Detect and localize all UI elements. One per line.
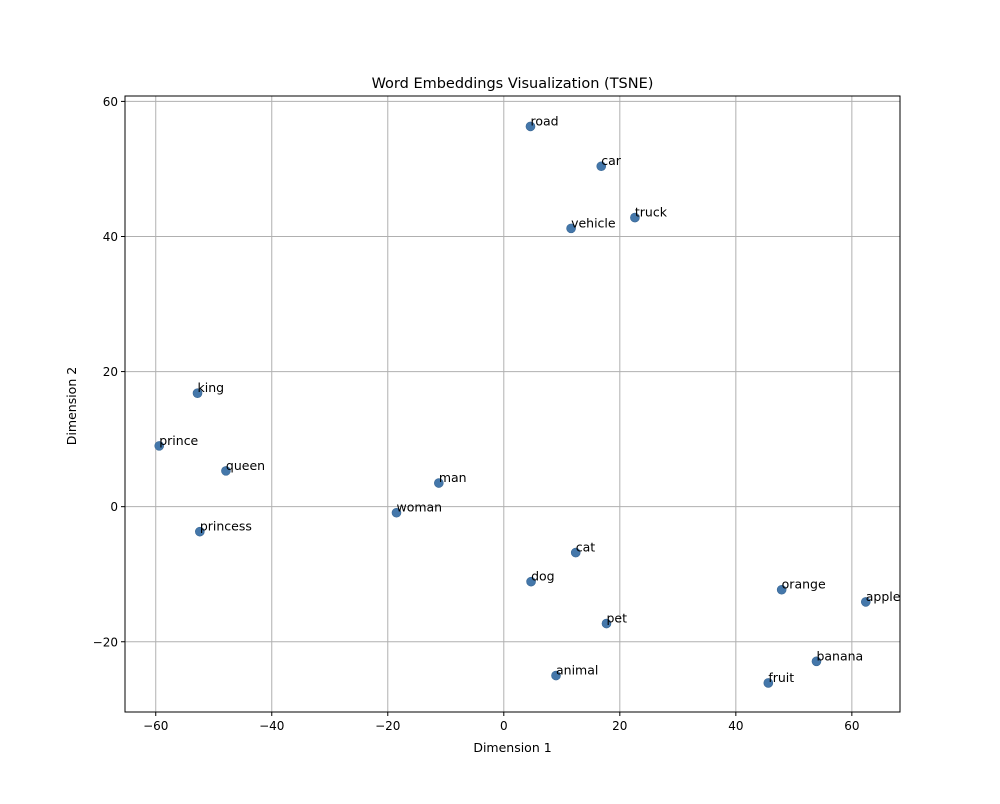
data-point-dog (526, 576, 536, 587)
x-axis-label: Dimension 1 (473, 740, 551, 755)
y-axis-label: Dimension 2 (64, 367, 79, 445)
data-point-princess (195, 526, 205, 537)
y-tick-label: 0 (110, 500, 118, 514)
point-label-queen: queen (226, 458, 265, 473)
y-tick-label: 40 (103, 230, 118, 244)
data-point-man (434, 478, 444, 488)
point-label-princess: princess (200, 519, 252, 534)
point-label-animal: animal (556, 663, 598, 678)
x-tick-label: 40 (728, 719, 743, 733)
point-label-road: road (530, 113, 558, 128)
chart-title: Word Embeddings Visualization (TSNE) (372, 76, 654, 92)
data-point-animal (551, 670, 561, 681)
point-label-pet: pet (606, 611, 627, 626)
plot-frame (124, 95, 901, 713)
data-point-pet (601, 618, 612, 629)
point-labels: road car truck vehicle king prince queen man wom… (159, 113, 901, 685)
x-tick-label: −40 (259, 719, 284, 733)
data-point-king (192, 388, 203, 398)
point-label-cat: cat (576, 540, 596, 555)
point-label-dog: dog (531, 569, 555, 584)
x-tick-label: −20 (375, 719, 400, 733)
y-tick-label: 60 (103, 95, 118, 109)
data-point-prince (154, 441, 165, 451)
point-label-truck: truck (635, 205, 668, 220)
data-point-car (596, 161, 607, 172)
point-label-king: king (198, 380, 225, 395)
data-point-fruit (763, 678, 774, 688)
data-point-apple (860, 597, 871, 607)
data-point-queen (221, 466, 231, 476)
x-tick-label: 20 (612, 719, 627, 733)
data-point-orange (776, 584, 787, 595)
point-label-apple: apple (866, 589, 901, 604)
point-label-fruit: fruit (768, 670, 794, 685)
data-point-cat (570, 547, 581, 558)
point-label-banana: banana (816, 648, 863, 663)
y-tick-label: −20 (93, 635, 118, 649)
point-label-car: car (601, 153, 622, 168)
data-point-truck (630, 212, 640, 223)
x-tick-label: 0 (500, 719, 508, 733)
data-point-vehicle (566, 223, 576, 234)
point-label-orange: orange (782, 577, 826, 592)
data-point-banana (811, 656, 822, 667)
axes: −60 −40 −20 0 20 40 60 −20 0 20 40 60 (93, 95, 901, 733)
data-point-woman (391, 507, 402, 518)
y-tick-label: 20 (103, 365, 118, 379)
x-tick-label: 60 (844, 719, 859, 733)
point-label-vehicle: vehicle (571, 215, 616, 230)
grid-lines (125, 96, 900, 712)
data-point-road (525, 121, 536, 132)
point-label-man: man (439, 470, 467, 485)
data-points (154, 121, 871, 688)
x-tick-label: −60 (143, 719, 168, 733)
point-label-prince: prince (159, 433, 198, 448)
point-label-woman: woman (396, 500, 442, 515)
